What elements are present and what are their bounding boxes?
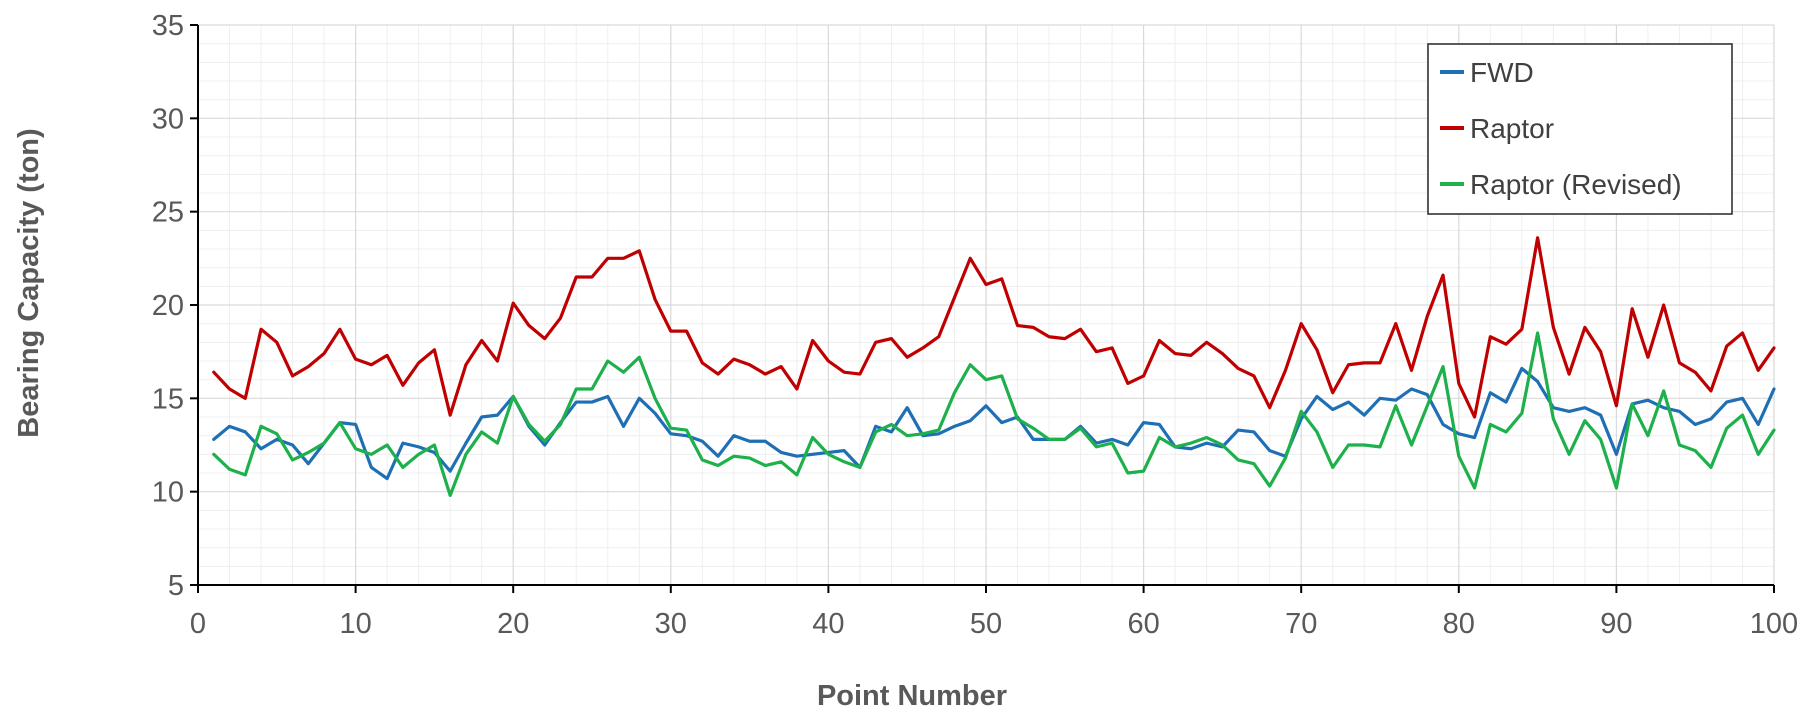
x-tick-label: 90	[1600, 608, 1632, 640]
y-tick-label: 15	[152, 383, 184, 415]
x-tick-label: 40	[812, 608, 844, 640]
x-tick-label: 60	[1127, 608, 1159, 640]
y-axis-title: Bearing Capacity (ton)	[13, 128, 45, 437]
legend-label: Raptor	[1470, 113, 1554, 144]
series-line-fwd	[212, 366, 1776, 481]
x-tick-label: 70	[1285, 608, 1317, 640]
y-tick-label: 35	[152, 10, 184, 42]
y-tick-label: 5	[168, 570, 184, 602]
x-tick-label: 20	[497, 608, 529, 640]
series-lines	[212, 236, 1776, 497]
x-tick-labels: 0 10 20 30 40 50 60 70 80 90 100	[190, 608, 1798, 640]
axes	[190, 24, 1775, 593]
x-tick-label: 100	[1750, 608, 1798, 640]
x-tick-label: 0	[190, 608, 206, 640]
series-line-raptor-revised	[212, 331, 1776, 497]
y-tick-label: 25	[152, 197, 184, 229]
y-tick-label: 20	[152, 290, 184, 322]
x-tick-label: 80	[1443, 608, 1475, 640]
legend-label: FWD	[1470, 57, 1534, 88]
y-tick-labels: 5 10 15 20 25 30 35	[152, 10, 184, 602]
legend-box	[1427, 43, 1733, 215]
legend-label: Raptor (Revised)	[1470, 169, 1682, 200]
legend-items: FWD Raptor Raptor (Revised)	[1440, 57, 1682, 200]
series-line-raptor	[212, 236, 1776, 419]
legend: FWD Raptor Raptor (Revised)	[1427, 43, 1733, 215]
x-tick-label: 50	[970, 608, 1002, 640]
x-tick-label: 10	[339, 608, 371, 640]
y-tick-label: 30	[152, 103, 184, 135]
x-tick-label: 30	[655, 608, 687, 640]
x-axis-title: Point Number	[817, 680, 1007, 712]
y-tick-label: 10	[152, 477, 184, 509]
